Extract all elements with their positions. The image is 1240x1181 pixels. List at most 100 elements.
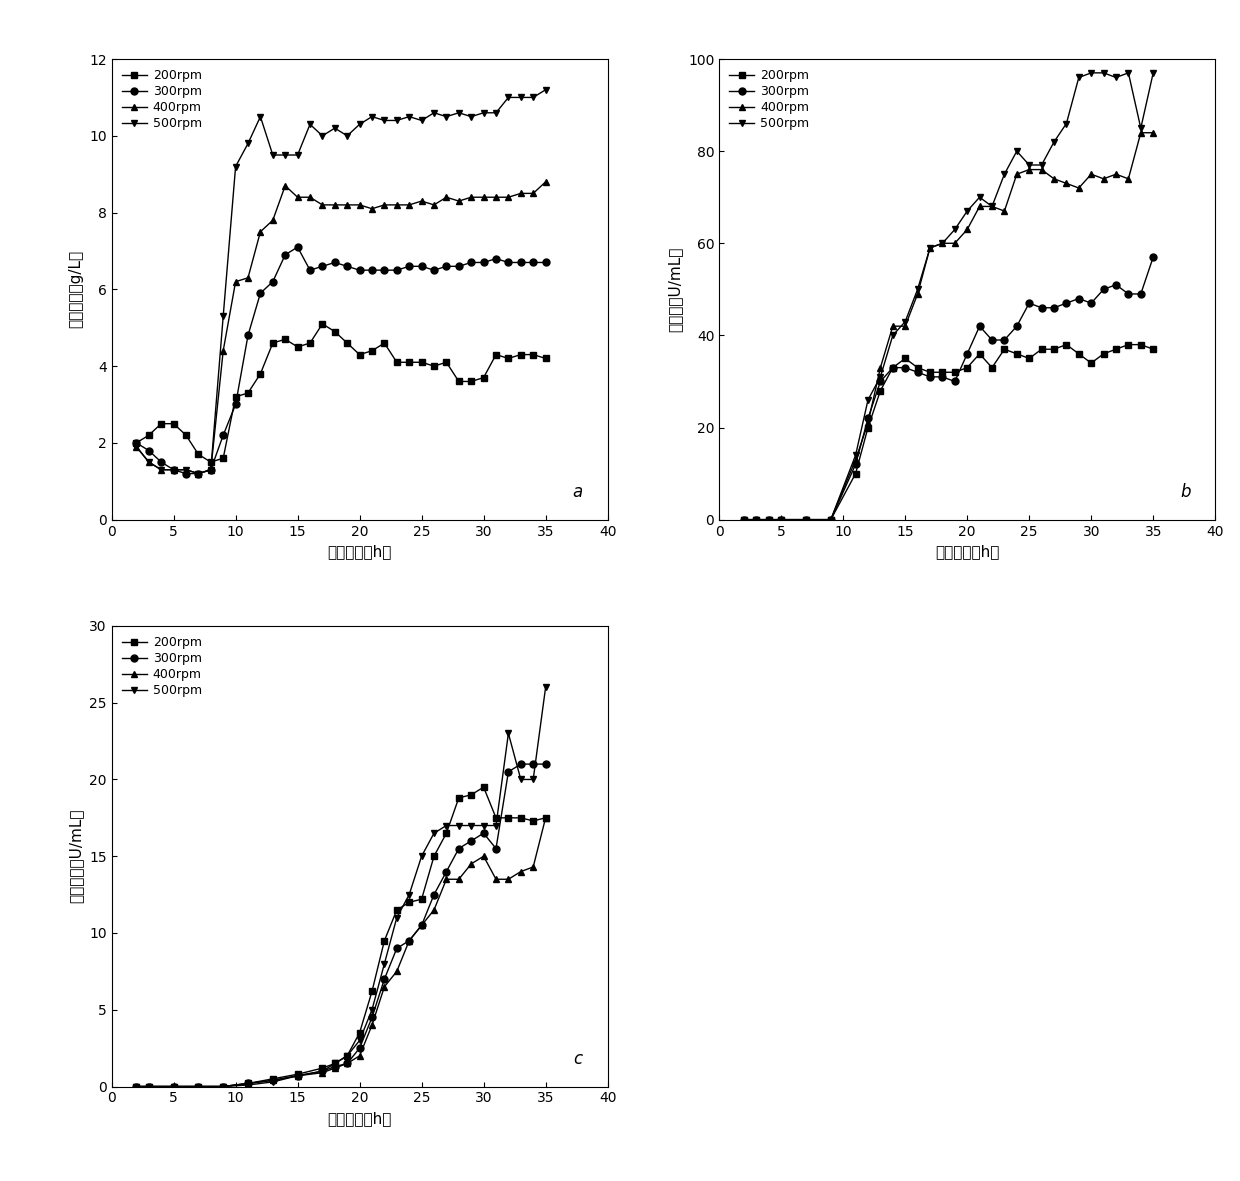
400rpm (166, 1079, 181, 1094)
200rpm (1071, 347, 1086, 361)
200rpm (513, 347, 528, 361)
400rpm (389, 197, 404, 213)
300rpm (414, 259, 429, 273)
200rpm (290, 340, 305, 354)
300rpm (501, 765, 516, 779)
Line: 400rpm: 400rpm (133, 178, 549, 477)
200rpm (1133, 338, 1148, 352)
200rpm (737, 513, 751, 527)
300rpm (191, 1079, 206, 1094)
300rpm (526, 255, 541, 269)
200rpm (278, 332, 293, 346)
400rpm (476, 849, 491, 863)
500rpm (1009, 144, 1024, 158)
400rpm (414, 919, 429, 933)
200rpm (526, 347, 541, 361)
400rpm (129, 439, 144, 454)
500rpm (985, 200, 999, 214)
500rpm (1059, 117, 1074, 131)
200rpm (265, 1072, 280, 1087)
300rpm (848, 457, 863, 471)
Line: 400rpm: 400rpm (740, 129, 1157, 523)
Line: 500rpm: 500rpm (133, 684, 549, 1090)
500rpm (352, 117, 367, 131)
300rpm (253, 286, 268, 300)
500rpm (265, 1075, 280, 1089)
500rpm (489, 106, 503, 120)
400rpm (526, 187, 541, 201)
500rpm (389, 911, 404, 925)
500rpm (327, 1056, 342, 1070)
200rpm (1084, 355, 1099, 370)
500rpm (166, 1079, 181, 1094)
500rpm (241, 137, 255, 151)
200rpm (141, 429, 156, 443)
200rpm (1109, 342, 1123, 357)
300rpm (451, 259, 466, 273)
Text: a: a (573, 483, 583, 501)
200rpm (1022, 352, 1037, 366)
400rpm (191, 1079, 206, 1094)
500rpm (340, 129, 355, 143)
400rpm (761, 513, 776, 527)
200rpm (1034, 342, 1049, 357)
400rpm (898, 319, 913, 333)
500rpm (464, 110, 479, 124)
500rpm (451, 106, 466, 120)
400rpm (1084, 168, 1099, 182)
400rpm (526, 860, 541, 874)
Line: 400rpm: 400rpm (133, 815, 549, 1090)
400rpm (513, 864, 528, 879)
400rpm (290, 190, 305, 204)
200rpm (501, 352, 516, 366)
Line: 500rpm: 500rpm (740, 70, 1157, 523)
500rpm (513, 772, 528, 787)
300rpm (1084, 296, 1099, 311)
300rpm (290, 1069, 305, 1083)
200rpm (861, 420, 875, 435)
500rpm (191, 466, 206, 481)
400rpm (377, 980, 392, 994)
500rpm (1109, 71, 1123, 85)
300rpm (476, 255, 491, 269)
300rpm (1146, 250, 1161, 265)
500rpm (389, 113, 404, 128)
300rpm (315, 1064, 330, 1078)
400rpm (1009, 168, 1024, 182)
500rpm (935, 236, 950, 250)
200rpm (774, 513, 789, 527)
500rpm (141, 1079, 156, 1094)
500rpm (861, 393, 875, 407)
500rpm (737, 513, 751, 527)
400rpm (848, 452, 863, 466)
500rpm (910, 282, 925, 296)
200rpm (203, 455, 218, 469)
500rpm (774, 513, 789, 527)
200rpm (216, 1079, 231, 1094)
400rpm (464, 857, 479, 872)
300rpm (1121, 287, 1136, 301)
500rpm (265, 148, 280, 162)
400rpm (774, 513, 789, 527)
300rpm (241, 1076, 255, 1090)
300rpm (365, 1010, 379, 1024)
300rpm (352, 263, 367, 278)
400rpm (241, 1076, 255, 1090)
200rpm (166, 417, 181, 431)
400rpm (799, 513, 813, 527)
400rpm (538, 810, 553, 824)
500rpm (427, 827, 441, 841)
300rpm (389, 941, 404, 955)
400rpm (389, 964, 404, 978)
Legend: 200rpm, 300rpm, 400rpm, 500rpm: 200rpm, 300rpm, 400rpm, 500rpm (118, 632, 206, 702)
300rpm (972, 319, 987, 333)
400rpm (129, 1079, 144, 1094)
200rpm (340, 337, 355, 351)
500rpm (476, 818, 491, 833)
300rpm (1133, 287, 1148, 301)
500rpm (1146, 66, 1161, 80)
X-axis label: 发酵时间（h）: 发酵时间（h） (935, 544, 999, 559)
300rpm (1096, 282, 1111, 296)
400rpm (451, 194, 466, 208)
500rpm (923, 241, 937, 255)
